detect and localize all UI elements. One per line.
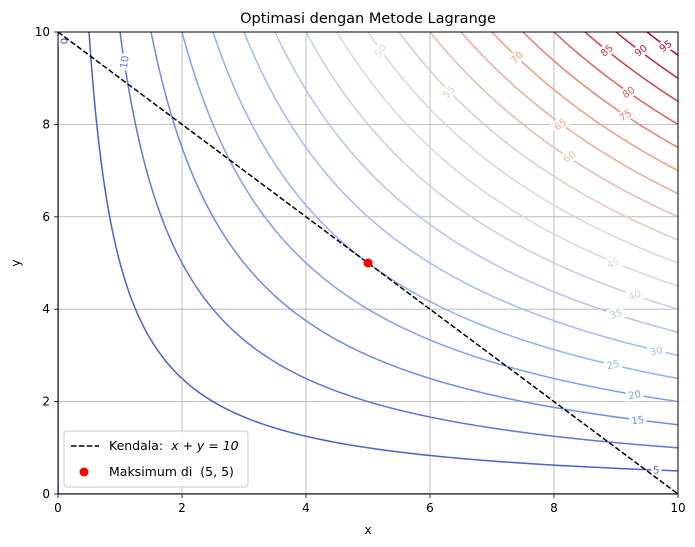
legend-constraint-math: x + y = 10 (170, 438, 239, 453)
contour-label-bg (614, 105, 636, 125)
contour-label: 25 (606, 359, 621, 373)
axis-ticks: 0 2 4 6 8 10 0 2 4 6 8 10 (35, 25, 686, 515)
contour-line-30 (243, 32, 678, 357)
legend: Kendala: x + y = 10 Maksimum di (5, 5) (63, 430, 249, 488)
contour-label-bg (618, 82, 639, 102)
contour-label-bg (603, 356, 623, 373)
contour-line-50 (367, 32, 678, 264)
y-axis-label: y (9, 259, 23, 266)
contour-label-bg (625, 387, 644, 403)
contour-line-40 (305, 32, 678, 310)
contour-label-bg (117, 52, 132, 72)
contour-label-group: 45 (602, 254, 623, 272)
contour-label: 5 (653, 465, 660, 476)
contour-label-bg (606, 305, 626, 323)
legend-maximum-math: (5, 5) (200, 464, 234, 479)
legend-box (63, 430, 249, 488)
contour-label: 45 (605, 256, 621, 271)
contour-label: 10 (119, 55, 132, 69)
y-tick-label: 10 (35, 25, 50, 39)
contour-label-bg (559, 147, 580, 167)
x-tick-label: 6 (426, 501, 434, 515)
contour-line-60 (429, 32, 678, 218)
contour-label-group: 0 (58, 36, 71, 47)
contour-line-20 (181, 32, 678, 403)
legend-constraint-prefix: Kendala: (109, 438, 167, 453)
contour-label: 0 (58, 38, 69, 44)
contour-line-5 (88, 32, 678, 472)
data-series (58, 32, 678, 494)
contour-label-group: 10 (117, 52, 132, 72)
y-tick-label: 0 (42, 487, 50, 501)
contour-label: 15 (631, 415, 645, 428)
plot-frame (57, 31, 679, 495)
contour-label-bg (506, 47, 528, 68)
contour-line-80 (553, 32, 678, 126)
chart-title: Optimasi dengan Metode Lagrange (240, 11, 496, 27)
contour-label: 20 (628, 389, 642, 402)
contour-label-group: 35 (606, 305, 626, 323)
contour-label-group: 15 (628, 413, 647, 428)
contour-label-bg (549, 114, 571, 135)
contour-label: 35 (609, 308, 624, 322)
contour-line-25 (212, 32, 678, 380)
contour-line-85 (584, 32, 678, 102)
contour-line-75 (522, 32, 678, 149)
contour-label-bg (602, 254, 623, 272)
legend-marker-maximum (79, 467, 89, 477)
contour-line-90 (615, 32, 678, 79)
y-tick-label: 2 (42, 395, 50, 409)
contour-label-bg (628, 413, 647, 428)
contour-label-group: 5 (650, 463, 662, 477)
contour-line-15 (150, 32, 678, 426)
contour-lines (58, 32, 678, 494)
x-tick-label: 8 (550, 501, 558, 515)
contour-line-65 (460, 32, 678, 195)
contour-line-70 (491, 32, 678, 172)
contour-label-group: 25 (603, 356, 623, 373)
y-tick-label: 8 (42, 117, 50, 131)
x-tick-label: 4 (302, 501, 310, 515)
contour-line-10 (119, 32, 678, 449)
contour-label-group: 30 (646, 343, 666, 359)
maximum-point (363, 258, 373, 268)
contour-label-bg (646, 343, 666, 359)
legend-entry-constraint: Kendala: x + y = 10 (109, 438, 239, 453)
constraint-line (58, 32, 678, 494)
contour-label: 30 (649, 345, 664, 359)
contour-label-bg (624, 286, 645, 304)
x-tick-label: 10 (670, 501, 685, 515)
x-tick-label: 0 (54, 501, 62, 515)
legend-entry-maximum: Maksimum di (5, 5) (109, 464, 234, 479)
contour-label-bg (596, 40, 618, 61)
contour-label-group: 40 (624, 286, 645, 304)
contour-label: 40 (627, 289, 643, 304)
contour-label-bg (650, 463, 662, 477)
contour-label-bg (630, 40, 652, 61)
contour-label-group: 20 (625, 387, 644, 402)
contour-label-bg (655, 36, 676, 56)
contour-label-bg (438, 81, 459, 103)
x-axis-label: x (364, 523, 371, 537)
x-tick-label: 2 (178, 501, 186, 515)
legend-maximum-prefix: Maksimum di (109, 464, 196, 479)
y-tick-label: 4 (42, 302, 50, 316)
y-tick-label: 6 (42, 210, 50, 224)
contour-label-bg (370, 40, 391, 61)
